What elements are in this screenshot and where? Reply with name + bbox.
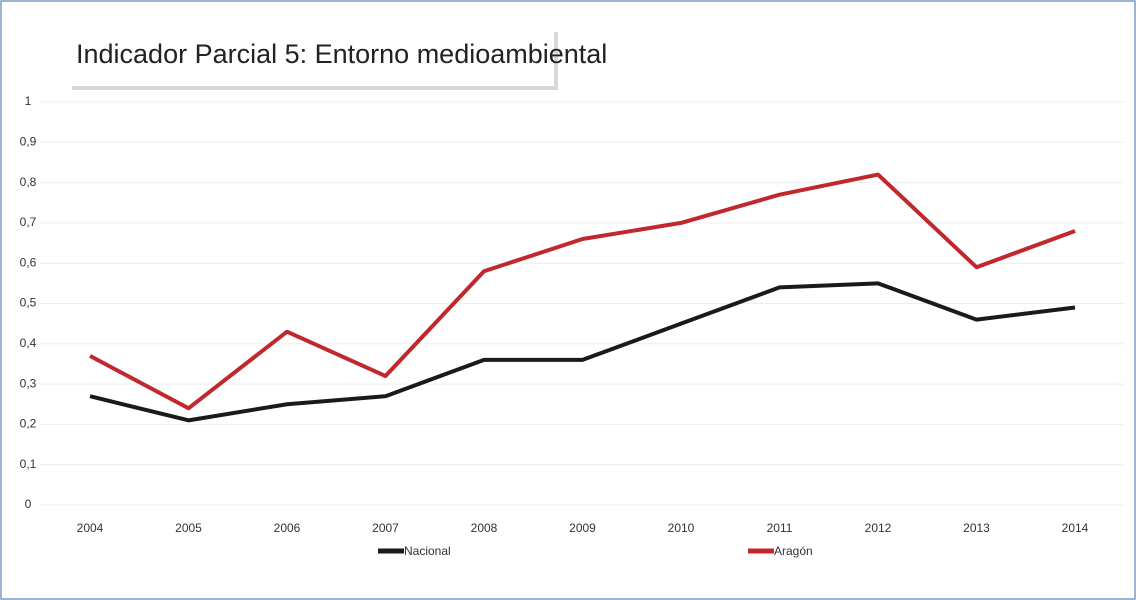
x-tick-label: 2006	[274, 521, 301, 535]
y-tick-label: 0,2	[20, 417, 37, 431]
x-tick-label: 2014	[1062, 521, 1089, 535]
y-tick-label: 0,5	[20, 296, 37, 310]
y-tick-label: 0,1	[20, 457, 37, 471]
x-tick-label: 2005	[175, 521, 202, 535]
y-tick-label: 0,4	[20, 336, 37, 350]
title-box	[68, 28, 554, 86]
x-tick-label: 2008	[471, 521, 498, 535]
y-tick-label: 0,8	[20, 175, 37, 189]
y-tick-label: 1	[25, 94, 32, 108]
x-tick-label: 2004	[77, 521, 104, 535]
y-tick-label: 0,7	[20, 215, 37, 229]
chart-title: Indicador Parcial 5: Entorno medioambien…	[76, 39, 607, 69]
x-tick-label: 2012	[865, 521, 892, 535]
line	[89, 172, 1076, 411]
y-tick-label: 0	[25, 497, 32, 511]
y-tick-label: 0,3	[20, 376, 37, 390]
x-tick-label: 2010	[668, 521, 695, 535]
y-tick-label: 0,9	[20, 134, 37, 148]
legend-label: Nacional	[404, 544, 451, 558]
x-tick-label: 2011	[767, 521, 793, 535]
legend-label: Aragón	[774, 544, 813, 558]
line	[89, 281, 1076, 423]
x-tick-label: 2007	[372, 521, 399, 535]
x-tick-label: 2009	[569, 521, 596, 535]
x-tick-label: 2013	[963, 521, 990, 535]
y-tick-label: 0,6	[20, 255, 37, 269]
